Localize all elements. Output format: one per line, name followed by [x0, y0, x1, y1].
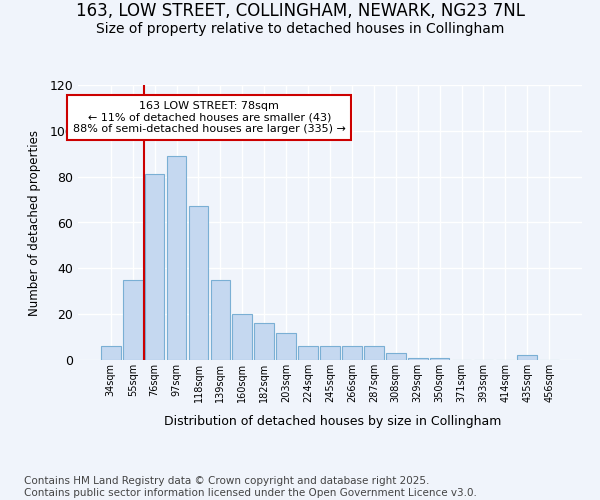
Bar [364, 346, 384, 360]
Bar [211, 280, 230, 360]
Text: Distribution of detached houses by size in Collingham: Distribution of detached houses by size … [164, 415, 502, 428]
Bar [101, 346, 121, 360]
Bar [123, 280, 143, 360]
Bar [408, 358, 428, 360]
Bar [188, 206, 208, 360]
Text: Size of property relative to detached houses in Collingham: Size of property relative to detached ho… [96, 22, 504, 36]
Bar [320, 346, 340, 360]
Bar [145, 174, 164, 360]
Bar [342, 346, 362, 360]
Bar [386, 353, 406, 360]
Bar [517, 356, 537, 360]
Y-axis label: Number of detached properties: Number of detached properties [28, 130, 41, 316]
Text: 163 LOW STREET: 78sqm
← 11% of detached houses are smaller (43)
88% of semi-deta: 163 LOW STREET: 78sqm ← 11% of detached … [73, 101, 346, 134]
Bar [232, 314, 252, 360]
Bar [254, 324, 274, 360]
Bar [298, 346, 318, 360]
Bar [167, 156, 187, 360]
Text: 163, LOW STREET, COLLINGHAM, NEWARK, NG23 7NL: 163, LOW STREET, COLLINGHAM, NEWARK, NG2… [76, 2, 524, 21]
Bar [276, 332, 296, 360]
Text: Contains HM Land Registry data © Crown copyright and database right 2025.
Contai: Contains HM Land Registry data © Crown c… [24, 476, 477, 498]
Bar [430, 358, 449, 360]
